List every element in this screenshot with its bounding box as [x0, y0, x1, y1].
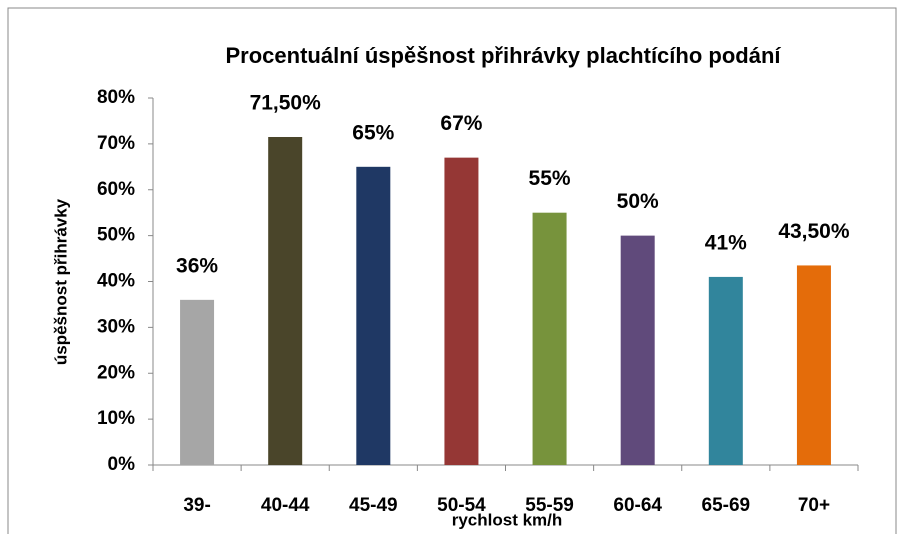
data-label: 71,50% — [250, 92, 322, 115]
y-tick-label: 40% — [97, 271, 135, 292]
y-tick-label: 0% — [108, 454, 136, 475]
bar — [180, 299, 215, 465]
data-label: 43,50% — [778, 220, 850, 243]
bar — [532, 212, 567, 465]
x-tick-label: 70+ — [798, 495, 830, 516]
x-tick-label: 39- — [183, 495, 210, 516]
x-tick-label: 40-44 — [261, 495, 310, 516]
y-tick-label: 20% — [97, 362, 135, 383]
y-tick-label: 50% — [97, 225, 135, 246]
y-tick-label: 30% — [97, 316, 135, 337]
bar — [620, 235, 655, 465]
y-tick-label: 10% — [97, 408, 135, 429]
y-tick-label: 60% — [97, 179, 135, 200]
bar — [268, 136, 303, 465]
x-tick-label: 65-69 — [702, 495, 751, 516]
data-label: 55% — [529, 167, 571, 190]
bar — [796, 265, 831, 465]
x-tick-label: 50-54 — [437, 495, 486, 516]
data-label: 36% — [176, 254, 218, 277]
data-label: 50% — [617, 190, 659, 213]
x-tick-label: 60-64 — [613, 495, 662, 516]
data-label: 41% — [705, 231, 747, 254]
x-tick-label: 55-59 — [525, 495, 574, 516]
chart-title: Procentuální úspěšnost přihrávky plachtí… — [226, 43, 782, 68]
data-label: 65% — [352, 121, 394, 144]
bar — [356, 166, 391, 465]
y-tick-label: 70% — [97, 133, 135, 154]
x-tick-label: 45-49 — [349, 495, 398, 516]
x-axis-label: rychlost km/h — [452, 510, 563, 529]
bar — [444, 157, 479, 465]
y-axis-label: úspěšnost přihrávky — [51, 198, 70, 365]
data-label: 67% — [440, 112, 482, 135]
y-tick-label: 80% — [97, 87, 135, 108]
bar — [708, 276, 743, 465]
